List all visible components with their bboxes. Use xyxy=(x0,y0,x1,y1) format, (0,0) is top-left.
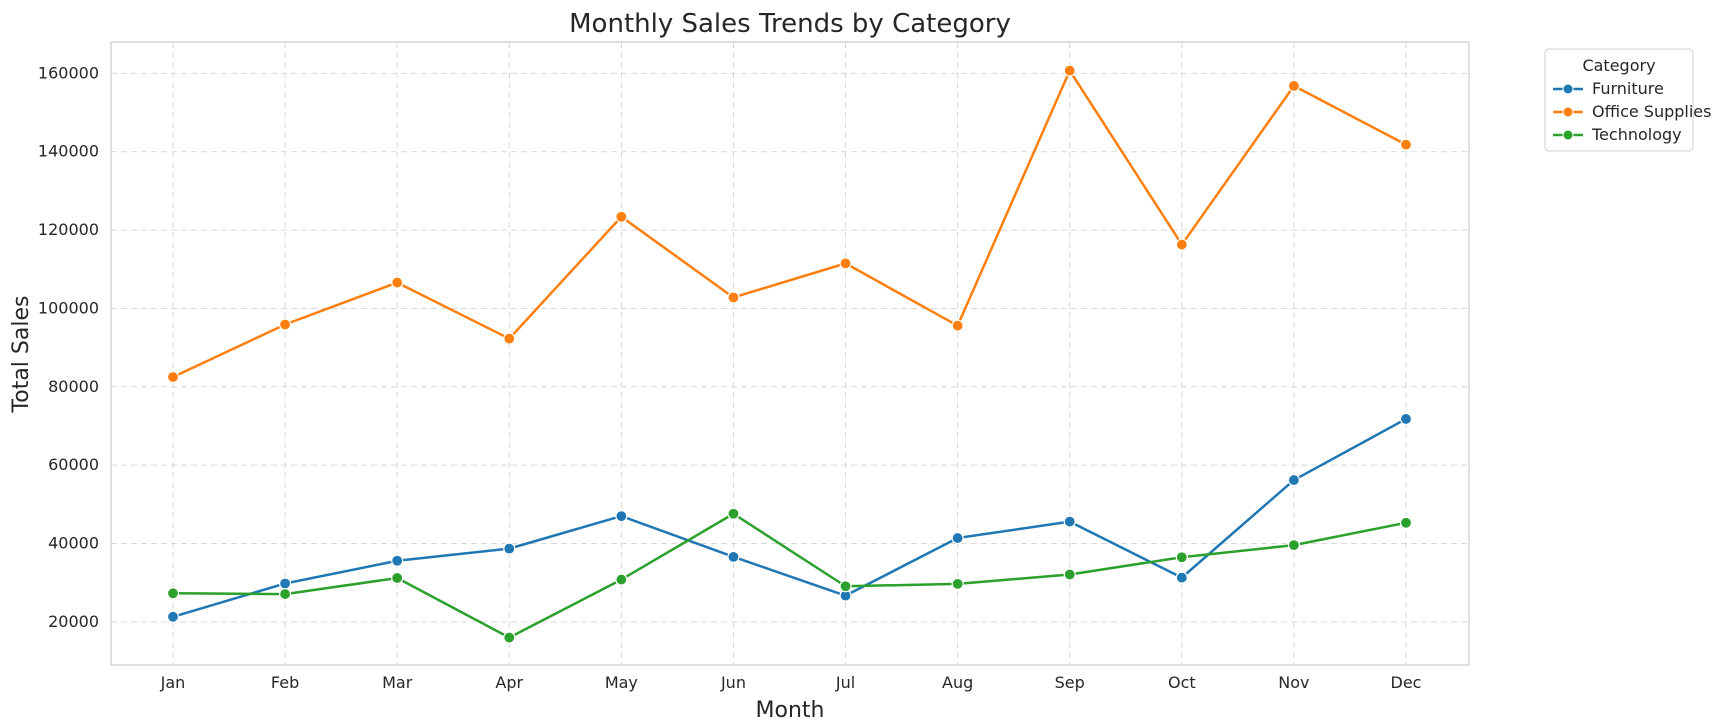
grid xyxy=(111,42,1469,665)
data-point-technology xyxy=(1063,568,1076,581)
legend-item-office-supplies: Office Supplies xyxy=(1553,102,1711,121)
series-office-supplies xyxy=(166,64,1413,384)
data-point-technology xyxy=(615,573,628,586)
data-point-technology xyxy=(278,587,292,601)
data-point-furniture xyxy=(166,610,180,623)
legend: Category Furniture Office Supplies Technol… xyxy=(1544,48,1711,152)
chart-title: Monthly Sales Trends by Category xyxy=(569,9,1011,39)
data-point-office-supplies xyxy=(503,332,516,345)
plot-frame xyxy=(110,41,1470,666)
series-technology xyxy=(166,507,1413,644)
data-point-office-supplies xyxy=(1063,64,1076,77)
data-point-office-supplies xyxy=(166,370,180,384)
data-point-technology xyxy=(503,631,516,644)
y-tick-label: 60000 xyxy=(48,455,99,474)
data-point-office-supplies xyxy=(391,276,404,289)
x-axis-label: Month xyxy=(756,698,825,723)
y-tick-label: 40000 xyxy=(48,534,99,553)
data-point-technology xyxy=(1399,516,1413,529)
data-point-technology xyxy=(951,577,964,590)
data-point-furniture xyxy=(503,542,516,555)
y-axis-label: Total Sales xyxy=(9,296,34,414)
x-tick-label: Feb xyxy=(271,673,299,692)
data-point-office-supplies xyxy=(951,319,964,332)
data-point-furniture xyxy=(1287,473,1301,487)
x-tick-label: Mar xyxy=(382,673,413,692)
y-axis-ticks: 20000 40000 60000 80000 100000 120000 140000 16… xyxy=(38,63,99,631)
legend-marker xyxy=(1562,129,1574,141)
data-point-furniture xyxy=(1063,515,1076,528)
data-point-furniture xyxy=(727,550,740,563)
series-line-office-supplies xyxy=(172,69,1407,379)
legend-item-furniture: Furniture xyxy=(1553,79,1664,98)
x-tick-label: Oct xyxy=(1168,673,1196,692)
data-point-office-supplies xyxy=(278,318,292,331)
data-point-office-supplies xyxy=(727,291,740,304)
data-point-furniture xyxy=(1399,412,1413,426)
y-tick-label: 20000 xyxy=(48,612,99,631)
legend-title: Category xyxy=(1582,56,1655,75)
data-point-technology xyxy=(727,507,740,520)
data-point-office-supplies xyxy=(1399,138,1413,151)
x-tick-label: May xyxy=(605,673,638,692)
data-point-office-supplies xyxy=(615,210,628,223)
legend-label: Office Supplies xyxy=(1592,102,1711,121)
legend-marker xyxy=(1562,83,1574,95)
x-axis-ticks: Jan Feb Mar Apr May Jun Jul Aug Sep Oct Nov Dec xyxy=(160,673,1422,692)
data-point-furniture xyxy=(391,554,404,567)
y-tick-label: 80000 xyxy=(48,377,99,396)
data-point-office-supplies xyxy=(1175,238,1188,251)
legend-label: Technology xyxy=(1591,125,1682,144)
x-tick-label: Jul xyxy=(835,673,855,692)
y-tick-label: 160000 xyxy=(38,63,99,82)
data-point-technology xyxy=(391,571,404,585)
data-point-technology xyxy=(839,580,852,593)
x-tick-label: Jan xyxy=(160,673,186,692)
series-line-technology xyxy=(172,512,1407,639)
series-furniture xyxy=(166,412,1413,623)
data-point-furniture xyxy=(615,510,628,523)
x-tick-label: Apr xyxy=(495,673,523,692)
legend-box xyxy=(1544,48,1694,152)
y-tick-label: 100000 xyxy=(38,298,99,317)
data-point-technology xyxy=(1175,551,1188,564)
x-tick-label: Nov xyxy=(1278,673,1309,692)
x-tick-label: Aug xyxy=(942,673,973,692)
series-line-furniture xyxy=(172,417,1407,619)
data-point-office-supplies xyxy=(1287,79,1301,92)
data-point-technology xyxy=(166,587,180,600)
data-point-furniture xyxy=(951,531,964,545)
x-tick-label: Sep xyxy=(1055,673,1085,692)
legend-item-technology: Technology xyxy=(1553,125,1682,144)
y-tick-label: 140000 xyxy=(38,142,99,161)
data-point-furniture xyxy=(1175,571,1188,584)
y-tick-label: 120000 xyxy=(38,220,99,239)
series-layer xyxy=(166,64,1413,644)
legend-label: Furniture xyxy=(1592,79,1664,98)
legend-marker xyxy=(1562,106,1574,118)
x-tick-label: Jun xyxy=(720,673,746,692)
data-point-technology xyxy=(1287,539,1301,552)
data-point-office-supplies xyxy=(839,257,852,270)
data-point-furniture xyxy=(278,577,292,590)
x-tick-label: Dec xyxy=(1391,673,1422,692)
